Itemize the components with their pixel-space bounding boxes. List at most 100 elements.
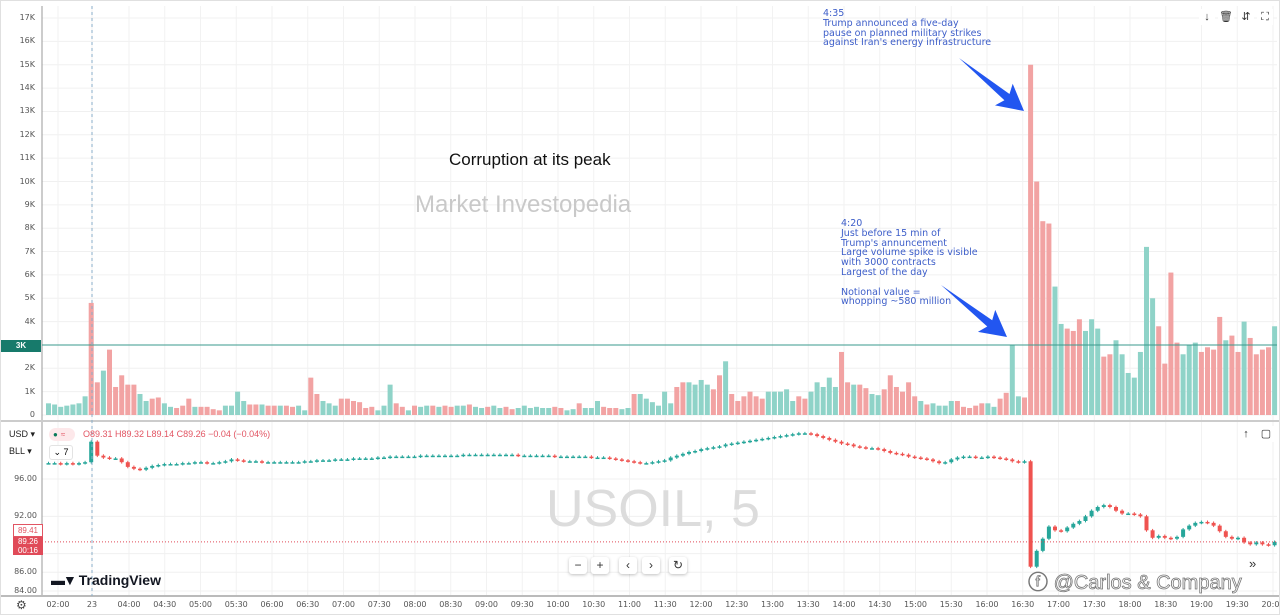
volume-bar	[509, 409, 515, 415]
volume-tick-label: 14K	[19, 83, 35, 93]
candle-body	[77, 463, 81, 465]
time-tick-label: 23	[86, 600, 98, 609]
volume-bar	[1211, 349, 1217, 415]
candle-body	[1156, 535, 1161, 538]
volume-bar	[119, 375, 125, 415]
volume-bar	[985, 403, 991, 415]
volume-bar	[375, 410, 381, 415]
candle-body	[1071, 523, 1076, 528]
volume-bar	[235, 391, 241, 415]
candle-body	[430, 455, 435, 458]
time-tick-label: 09:30	[510, 600, 534, 609]
zoom-out-button[interactable]: −	[569, 557, 587, 574]
volume-bar	[1107, 354, 1113, 415]
volume-bar	[936, 405, 942, 415]
currency-select[interactable]: USD ▾	[9, 429, 35, 440]
volume-bar	[741, 396, 747, 415]
volume-bar	[546, 407, 552, 415]
candle-body	[882, 449, 887, 452]
collapse-icon[interactable]: ⇵	[1238, 9, 1254, 25]
volume-bar	[1052, 286, 1058, 415]
candle-body	[955, 457, 960, 460]
maximize-icon[interactable]: ⛶	[1257, 9, 1273, 25]
time-tick-label: 16:00	[975, 600, 999, 609]
candle-body	[205, 462, 210, 464]
volume-bar	[1040, 221, 1046, 415]
restore-icon[interactable]: ▢	[1258, 426, 1274, 442]
candle-body	[266, 462, 271, 464]
volume-bar	[1162, 363, 1168, 415]
reset-chart-button[interactable]: ↻	[669, 557, 687, 574]
volume-bar	[46, 403, 51, 415]
candle-body	[967, 456, 972, 459]
volume-bar	[692, 384, 698, 415]
volume-bar	[595, 400, 600, 415]
time-tick-label: 17:30	[1082, 600, 1106, 609]
candle-body	[497, 454, 502, 457]
candle-body	[1223, 531, 1228, 537]
candle-body	[741, 441, 746, 444]
series-toggle[interactable]: ● ≈	[49, 428, 75, 441]
candle-body	[70, 463, 75, 465]
volume-bar	[704, 384, 710, 415]
volume-bar	[753, 396, 759, 415]
volume-bar	[784, 389, 790, 415]
volume-bar	[832, 386, 838, 415]
volume-bar	[473, 406, 478, 415]
volume-bar	[399, 406, 405, 415]
volume-bar	[1253, 354, 1259, 415]
candle-body	[186, 463, 191, 465]
volume-bar	[576, 403, 582, 415]
volume-bar	[180, 405, 186, 415]
volume-bar	[369, 406, 375, 415]
zoom-in-button[interactable]: +	[591, 557, 609, 574]
candle-body	[571, 456, 576, 459]
candle-body	[382, 457, 386, 460]
volume-bar	[1229, 335, 1235, 415]
download-icon[interactable]: ↓	[1199, 9, 1215, 25]
time-tick-label: 07:00	[331, 600, 356, 609]
unit-select[interactable]: BLL ▾	[9, 446, 32, 457]
candle-body	[1040, 538, 1045, 551]
volume-bar	[893, 386, 899, 415]
facebook-icon: ⓕ	[1028, 572, 1049, 595]
candle-body	[522, 455, 527, 458]
volume-bar	[1125, 372, 1131, 415]
candle-body	[796, 433, 801, 435]
volume-bar	[668, 403, 674, 415]
candle-body	[516, 454, 521, 457]
candle-body	[1016, 461, 1021, 463]
volume-bar	[351, 400, 356, 415]
tradingview-logo[interactable]: ▬▼ TradingView	[51, 572, 161, 588]
volume-bar	[961, 406, 966, 415]
volume-bar	[1089, 319, 1095, 415]
scroll-left-button[interactable]: ‹	[619, 557, 637, 574]
candle-body	[1065, 527, 1070, 532]
volume-bar	[253, 404, 259, 415]
candle-body	[626, 460, 630, 462]
scroll-right-button[interactable]: ›	[642, 557, 660, 574]
credit-watermark: ⓕ @Carlos & Company	[1028, 566, 1243, 595]
time-tick-label: 11:00	[617, 600, 642, 609]
volume-bar	[1198, 351, 1204, 415]
volume-tick-label: 10K	[19, 176, 35, 186]
volume-bar	[76, 403, 82, 415]
volume-bar	[424, 405, 430, 415]
settings-gear-icon[interactable]: ⚙	[16, 598, 27, 612]
scroll-to-realtime-button[interactable]: »	[1249, 556, 1257, 571]
candle-body	[546, 455, 551, 458]
volume-bar	[521, 405, 527, 415]
candle-body	[339, 459, 344, 461]
trash-icon[interactable]: 🗑	[1218, 9, 1234, 25]
volume-bar	[588, 407, 594, 415]
time-tick-label: 06:30	[296, 600, 320, 609]
candle-body	[1162, 535, 1167, 538]
candle-body	[979, 457, 984, 460]
ohlc-legend: O89.31 H89.32 L89.14 C89.26 −0.04 (−0.04…	[83, 429, 271, 439]
volume-bar	[1266, 347, 1271, 415]
candle-body	[144, 467, 149, 470]
arrow-up-icon[interactable]: ↑	[1238, 426, 1254, 442]
candle-body	[583, 456, 588, 459]
collapse-indicators-button[interactable]: ⌄ 7	[49, 445, 73, 460]
